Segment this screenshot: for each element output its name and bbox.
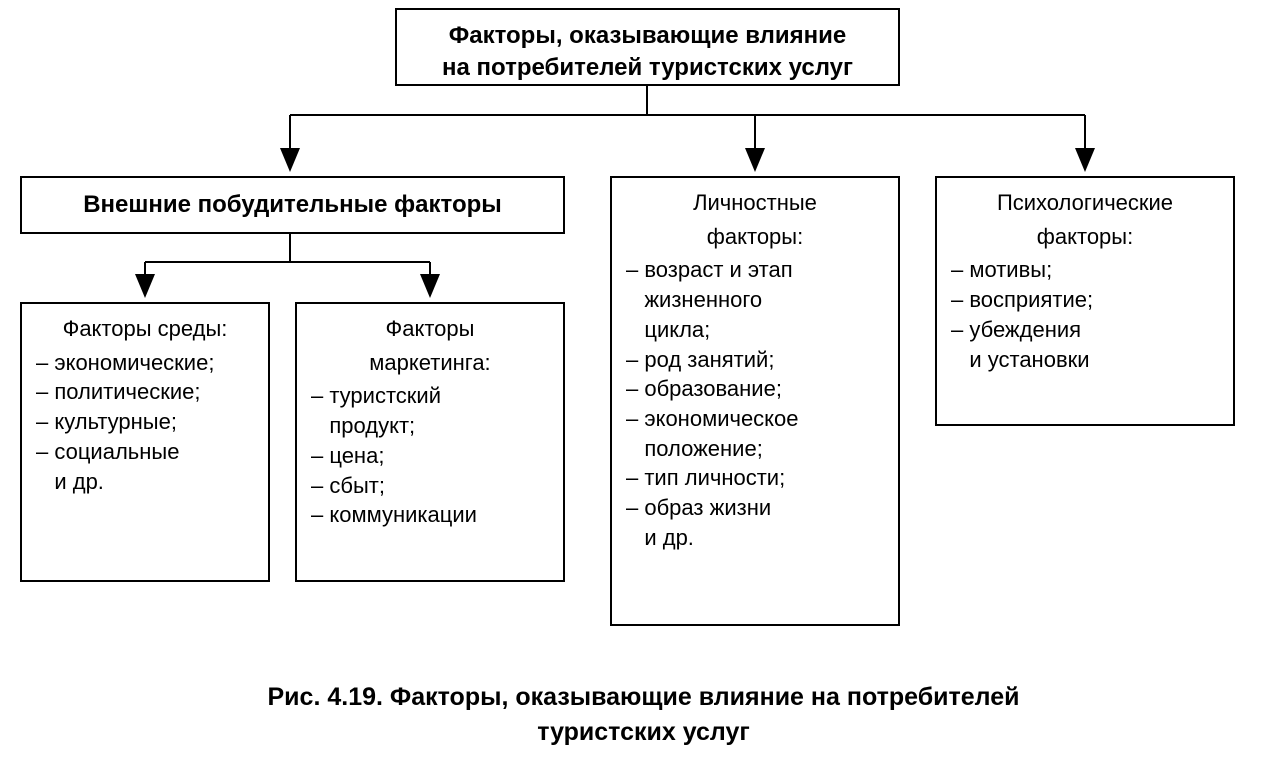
list-item: положение; <box>626 434 884 464</box>
list-item: – убеждения <box>951 315 1219 345</box>
external-factors-node: Внешние побудительные факторы <box>20 176 565 234</box>
psych-factors-list: – мотивы;– восприятие;– убеждения и уста… <box>951 255 1219 374</box>
list-item: жизненного <box>626 285 884 315</box>
marketing-factors-list: – туристский продукт;– цена;– сбыт;– ком… <box>311 381 549 530</box>
marketing-factors-title: Факторы <box>311 314 549 344</box>
marketing-factors-node: Факторы маркетинга: – туристский продукт… <box>295 302 565 582</box>
marketing-factors-title2: маркетинга: <box>311 348 549 378</box>
list-item: – туристский <box>311 381 549 411</box>
environment-factors-list: – экономические;– политические;– культур… <box>36 348 254 497</box>
list-item: – социальные <box>36 437 254 467</box>
personal-factors-node: Личностные факторы: – возраст и этап жиз… <box>610 176 900 626</box>
list-item: – тип личности; <box>626 463 884 493</box>
list-item: – образование; <box>626 374 884 404</box>
root-node: Факторы, оказывающие влияние на потребит… <box>395 8 900 86</box>
personal-factors-list: – возраст и этап жизненного цикла;– род … <box>626 255 884 552</box>
psych-factors-title2: факторы: <box>951 222 1219 252</box>
list-item: – образ жизни <box>626 493 884 523</box>
list-item: – цена; <box>311 441 549 471</box>
caption-line2: туристских услуг <box>0 715 1287 750</box>
environment-factors-title: Факторы среды: <box>36 314 254 344</box>
list-item: – политические; <box>36 377 254 407</box>
list-item: – возраст и этап <box>626 255 884 285</box>
list-item: – коммуникации <box>311 500 549 530</box>
list-item: – восприятие; <box>951 285 1219 315</box>
list-item: – экономические; <box>36 348 254 378</box>
list-item: цикла; <box>626 315 884 345</box>
external-factors-title: Внешние побудительные факторы <box>83 189 502 221</box>
figure-caption: Рис. 4.19. Факторы, оказывающие влияние … <box>0 680 1287 750</box>
list-item: – мотивы; <box>951 255 1219 285</box>
psych-factors-title: Психологические <box>951 188 1219 218</box>
personal-factors-title: Личностные <box>626 188 884 218</box>
list-item: и др. <box>626 523 884 553</box>
diagram-canvas: Факторы, оказывающие влияние на потребит… <box>0 0 1287 765</box>
caption-line1: Рис. 4.19. Факторы, оказывающие влияние … <box>0 680 1287 715</box>
psych-factors-node: Психологические факторы: – мотивы;– восп… <box>935 176 1235 426</box>
list-item: – культурные; <box>36 407 254 437</box>
personal-factors-title2: факторы: <box>626 222 884 252</box>
root-line2: на потребителей туристских услуг <box>411 52 884 84</box>
list-item: и др. <box>36 467 254 497</box>
list-item: и установки <box>951 345 1219 375</box>
list-item: – экономическое <box>626 404 884 434</box>
environment-factors-node: Факторы среды: – экономические;– политич… <box>20 302 270 582</box>
list-item: – род занятий; <box>626 345 884 375</box>
root-line1: Факторы, оказывающие влияние <box>411 20 884 52</box>
list-item: – сбыт; <box>311 471 549 501</box>
list-item: продукт; <box>311 411 549 441</box>
